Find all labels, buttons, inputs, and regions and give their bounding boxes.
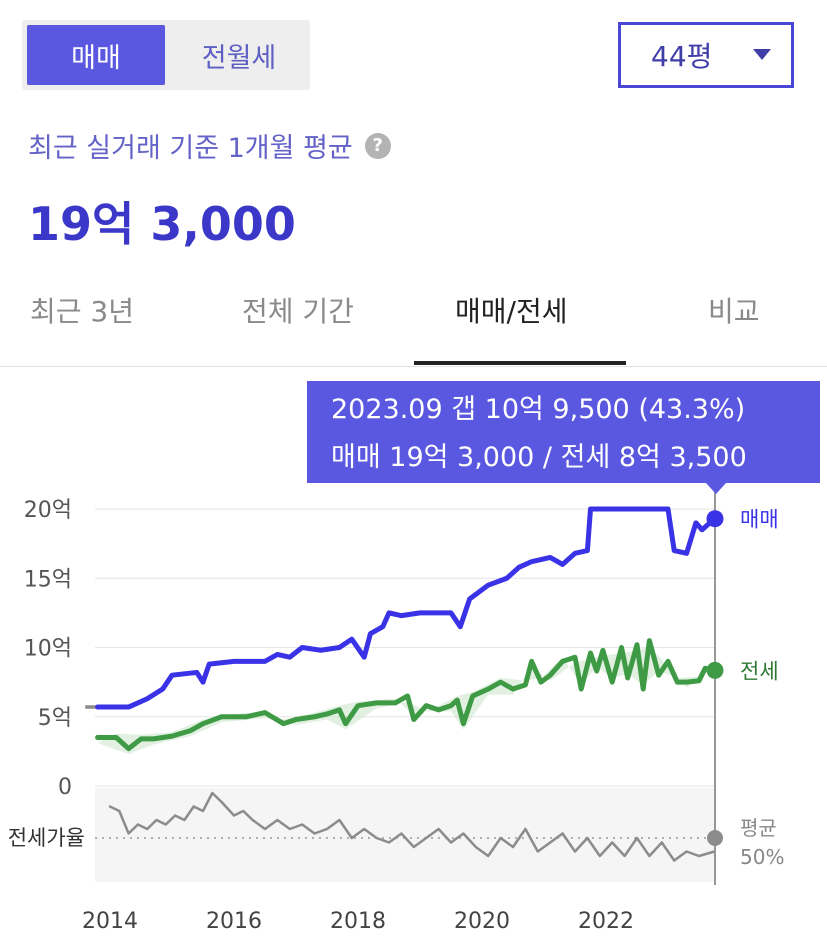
- average-label: 평균: [740, 816, 777, 840]
- average-value: 50%: [740, 845, 784, 869]
- x-tick-label: 2022: [578, 909, 634, 934]
- sale-point: [706, 510, 724, 528]
- chart-tooltip: 2023.09 갭 10억 9,500 (43.3%) 매매 19억 3,000…: [307, 381, 820, 483]
- y-tick-label: 15억: [24, 567, 72, 592]
- sale-toggle-button[interactable]: 매매: [27, 25, 165, 85]
- y-tick-label: 20억: [24, 498, 72, 523]
- ratio-panel-bg: [95, 788, 715, 882]
- jeonse-toggle-button[interactable]: 전월세: [201, 42, 277, 74]
- sale-series-label: 매매: [740, 508, 779, 532]
- tab-recent-3-years[interactable]: 최근 3년: [30, 295, 134, 328]
- y-tick-label: 10억: [24, 637, 72, 662]
- active-tab-indicator: [414, 361, 626, 365]
- summary-label-row: 최근 실거래 기준 1개월 평균 ?: [28, 126, 391, 165]
- question-circle-icon[interactable]: ?: [364, 132, 391, 159]
- jeonse-range-band: [97, 646, 715, 755]
- area-select[interactable]: 44평: [618, 22, 794, 88]
- ratio-point: [707, 830, 723, 846]
- x-tick-label: 2018: [330, 909, 386, 934]
- trade-type-toggle: 매매 전월세: [22, 20, 310, 90]
- sale-series-line: [95, 506, 717, 710]
- x-tick-label: 2016: [206, 909, 262, 934]
- tooltip-line-gap: 2023.09 갭 10억 9,500 (43.3%): [331, 394, 746, 425]
- jeonse-series-line: [95, 638, 717, 752]
- area-select-value: 44평: [651, 40, 713, 73]
- x-tick-label: 2014: [82, 909, 138, 934]
- tooltip-line-prices: 매매 19억 3,000 / 전세 8억 3,500: [331, 442, 747, 473]
- tab-all-period[interactable]: 전체 기간: [242, 295, 354, 328]
- summary-label: 최근 실거래 기준 1개월 평균: [28, 133, 353, 164]
- tabs-divider: [0, 366, 827, 367]
- jeonse-point: [706, 661, 724, 679]
- tab-compare[interactable]: 비교: [708, 295, 760, 328]
- average-price: 19억 3,000: [28, 197, 296, 251]
- jeonse-series-label: 전세: [740, 659, 779, 683]
- x-tick-label: 2020: [454, 909, 510, 934]
- y-tick-label: 5억: [38, 706, 72, 731]
- tooltip-pointer: [706, 483, 726, 494]
- tab-sale-jeonse[interactable]: 매매/전세: [455, 295, 568, 328]
- chevron-down-icon: [753, 49, 771, 60]
- ratio-label: 전세가율: [8, 826, 85, 850]
- y-tick-label: 0: [58, 775, 72, 800]
- jeonse-ratio-line: [108, 791, 716, 862]
